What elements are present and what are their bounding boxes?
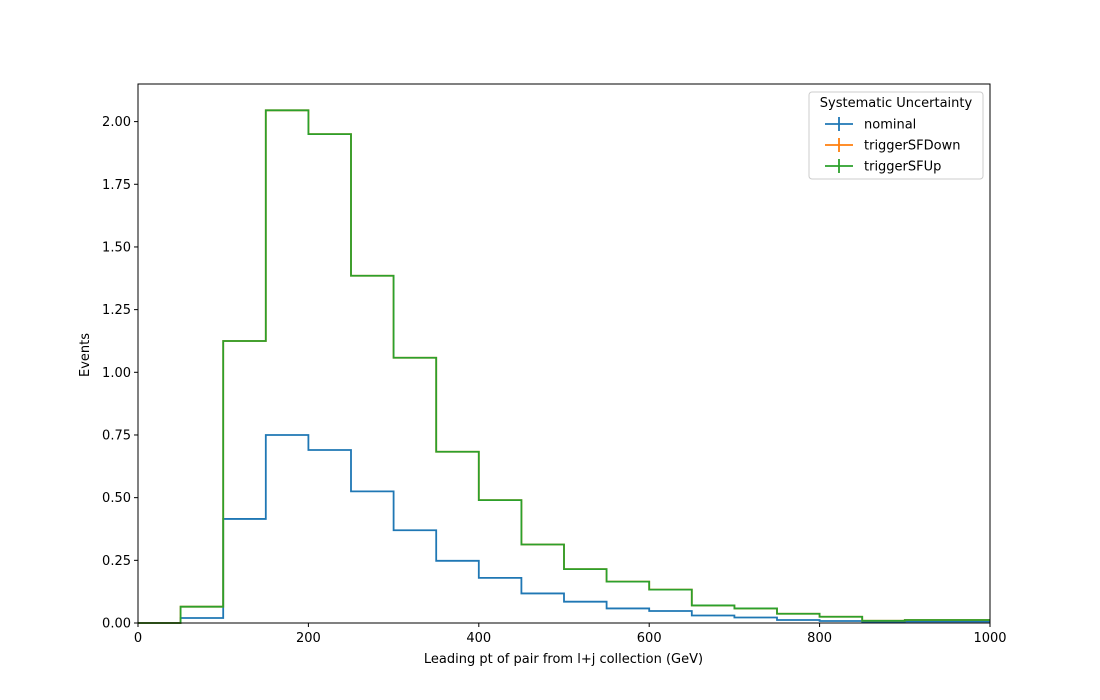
plot-area	[138, 109, 990, 624]
legend-label-triggerSFDown: triggerSFDown	[864, 139, 960, 154]
y-tick-label: 0.75	[102, 428, 131, 443]
y-tick-label: 1.00	[102, 366, 131, 381]
series-line-triggerSFUp	[138, 109, 990, 624]
y-tick-label: 2.00	[102, 115, 131, 130]
legend: Systematic Uncertainty nominal triggerSFD…	[808, 91, 984, 180]
y-tick-label: 1.50	[102, 240, 131, 255]
x-tick-label: 0	[134, 631, 142, 646]
axes-frame	[137, 83, 991, 624]
axes: 0 200 400 600 800 1000 0.00 0.25 0.50 0.75 1.00 1.2…	[102, 83, 1007, 646]
legend-box	[808, 91, 984, 180]
x-tick-label: 1000	[973, 631, 1006, 646]
legend-label-nominal: nominal	[864, 118, 916, 133]
series-line-nominal	[138, 434, 990, 624]
x-tick-label: 800	[807, 631, 832, 646]
y-tick-label: 1.25	[102, 303, 131, 318]
x-tick-label: 200	[296, 631, 321, 646]
y-tick-label: 1.75	[102, 178, 131, 193]
x-axis-label: Leading pt of pair from l+j collection (…	[424, 652, 703, 667]
y-axis-label: Events	[78, 333, 93, 377]
y-tick-label: 0.25	[102, 554, 131, 569]
legend-label-triggerSFUp: triggerSFUp	[864, 160, 941, 175]
x-tick-label: 400	[466, 631, 491, 646]
x-tick-label: 600	[637, 631, 662, 646]
y-tick-label: 0.00	[102, 617, 131, 632]
legend-title: Systematic Uncertainty	[820, 96, 973, 111]
y-tick-label: 0.50	[102, 491, 131, 506]
